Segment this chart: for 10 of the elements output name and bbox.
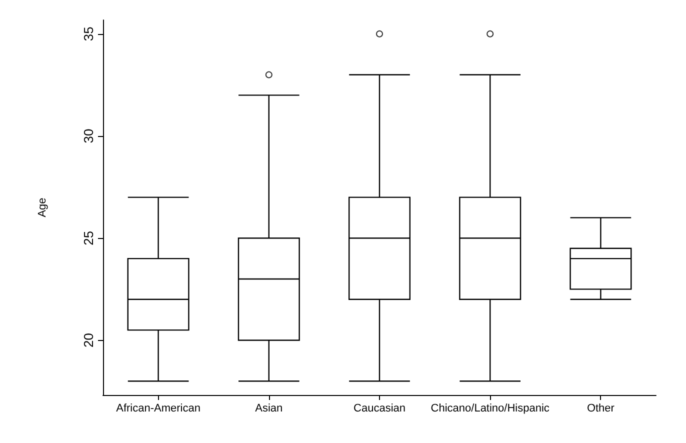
x-tick-label: Asian (255, 402, 283, 414)
x-tick-label: Chicano/Latino/Hispanic (430, 402, 550, 414)
y-tick-label: 20 (81, 333, 96, 348)
y-tick-label: 25 (81, 230, 96, 246)
y-tick-label: 35 (81, 26, 96, 42)
y-tick-label: 30 (81, 128, 96, 144)
x-tick-label: Caucasian (354, 402, 406, 414)
x-tick-label: African-American (116, 402, 200, 414)
x-tick-label: Other (586, 402, 615, 414)
y-axis-title: Age (36, 198, 48, 218)
